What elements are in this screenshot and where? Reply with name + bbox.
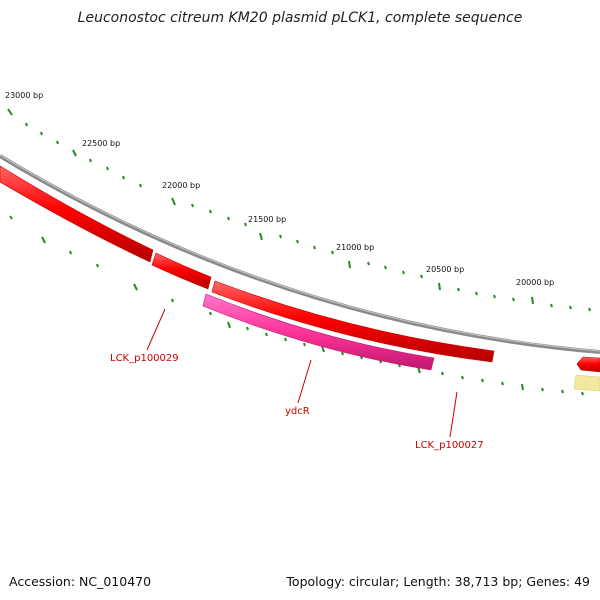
tick-label-20000: 20000 bp [516,278,554,287]
inner-ruler [9,215,584,396]
accession-info: Accession: NC_010470 [9,574,152,589]
map-title: Leuconostoc citreum KM20 plasmid pLCK1, … [77,10,523,26]
tick-label-22500: 22500 bp [82,139,120,148]
tick-label-21000: 21000 bp [336,243,374,252]
genome-backbone-highlight [0,154,600,352]
cds-feature-left[interactable] [0,165,154,263]
tick-label-22000: 22000 bp [162,181,200,190]
cds-feature-LCK_p100027[interactable] [211,280,495,363]
gene-label-ydcR[interactable]: ydcR [285,406,310,417]
gene-label-LCK_p100027[interactable]: LCK_p100027 [415,440,484,451]
tick-label-20500: 20500 bp [426,265,464,274]
cds-feature-right[interactable] [576,356,600,373]
topology-info: Topology: circular; Length: 38,713 bp; G… [286,574,590,589]
cds-feature-LCK_p100029-outer[interactable] [151,252,212,290]
gene-feature-ydcR[interactable] [202,293,435,371]
misc-feature-right[interactable] [573,374,600,392]
leader-line-LCK_p100029 [146,308,166,351]
tick-label-23000: 23000 bp [5,91,43,100]
genome-backbone [0,154,600,354]
gene-label-LCK_p100029[interactable]: LCK_p100029 [110,353,179,364]
tick-label-21500: 21500 bp [248,215,286,224]
leader-line-ydcR [297,359,312,404]
outer-ruler [7,108,591,312]
leader-line-LCK_p100027 [449,391,458,438]
